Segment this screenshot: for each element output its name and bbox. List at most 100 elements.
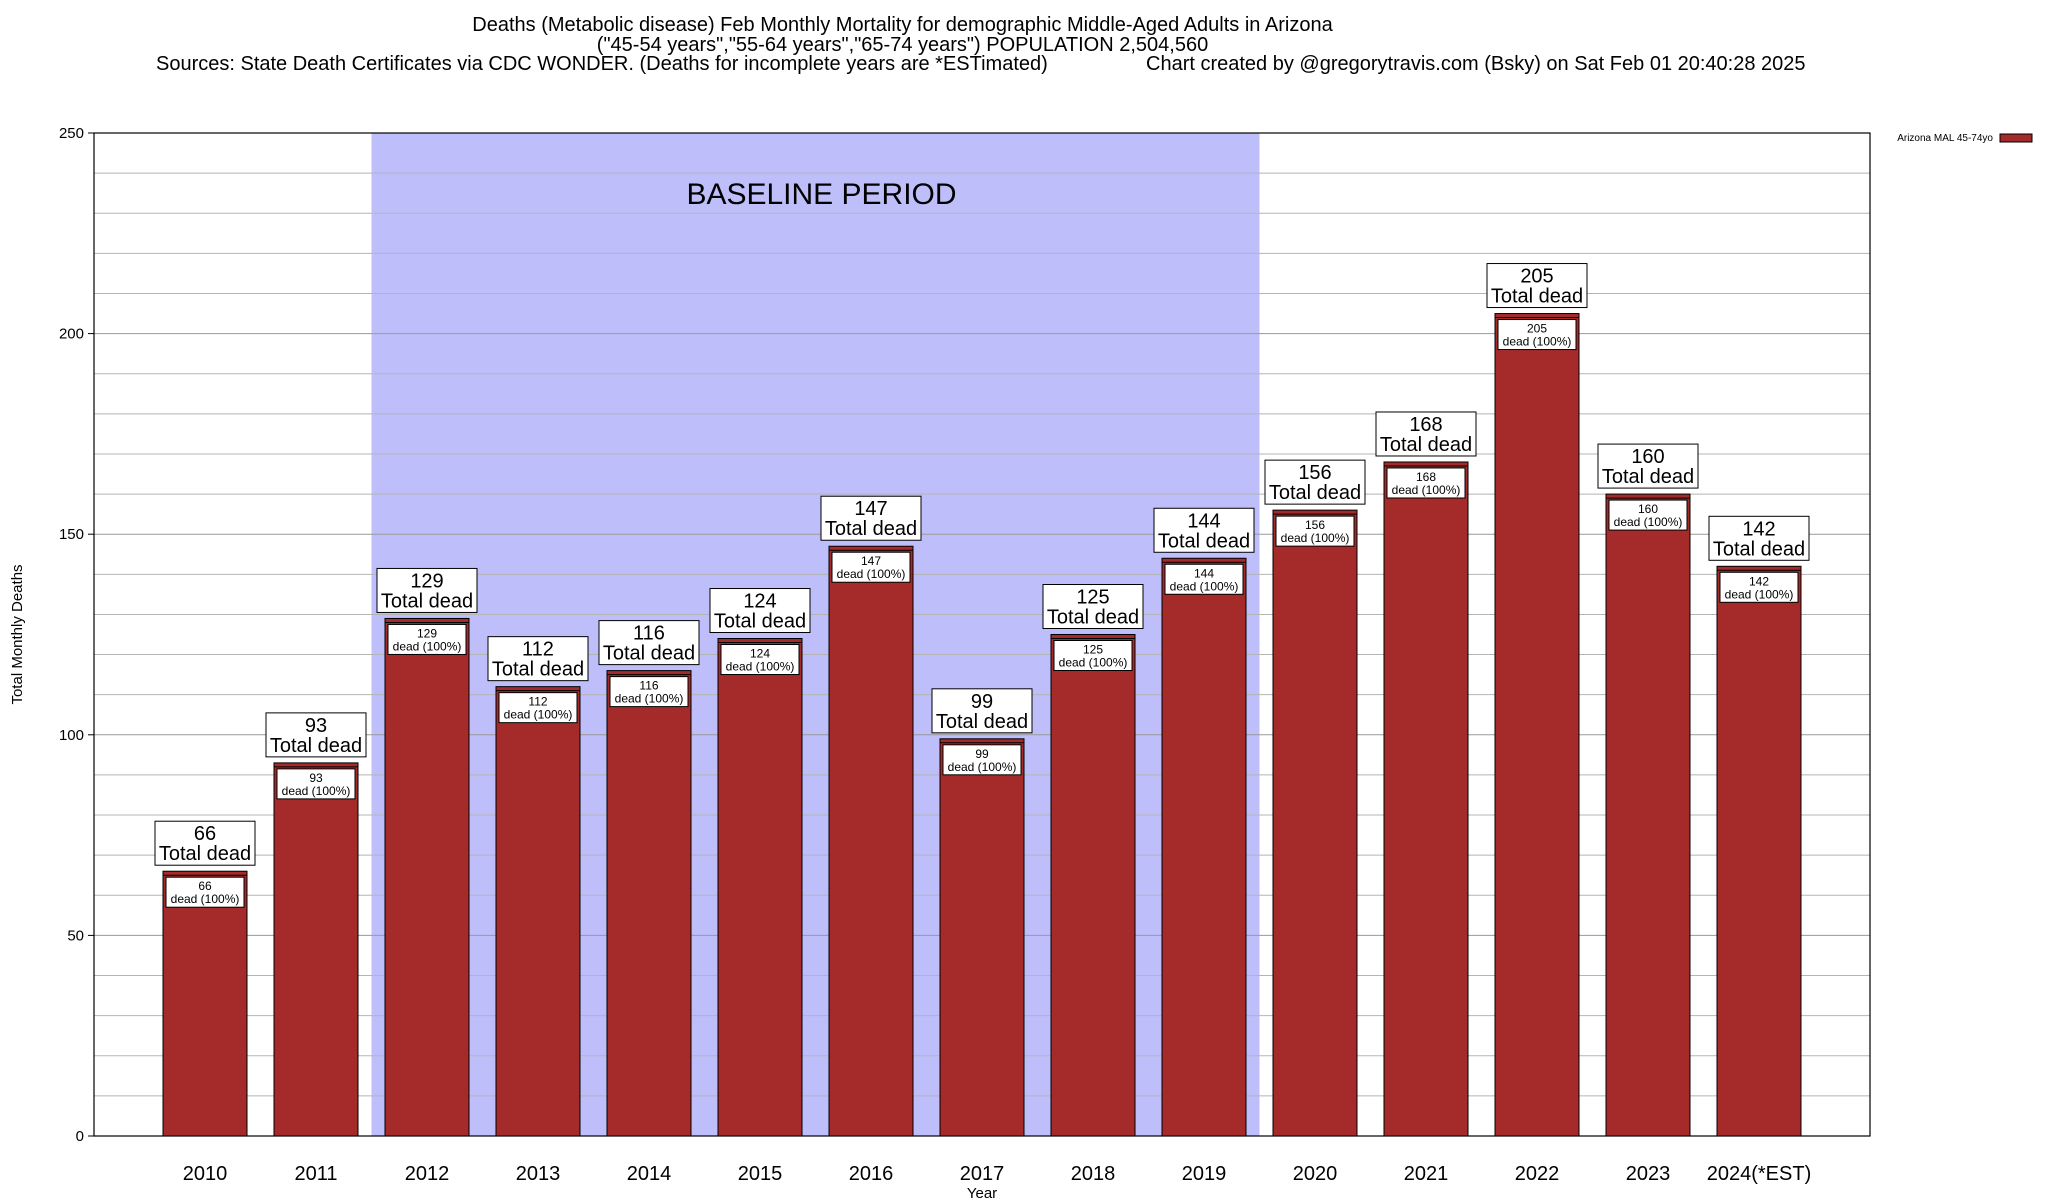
chart-title: Deaths (Metabolic disease) Feb Monthly M…: [472, 14, 1333, 36]
x-tick-label: 2018: [1071, 1163, 1116, 1185]
x-tick-label: 2011: [294, 1163, 337, 1185]
x-tick-label: 2019: [1182, 1163, 1227, 1185]
inner-label-box: [1719, 571, 1799, 603]
x-tick-label: 2013: [516, 1163, 561, 1185]
total-label-box: [1708, 515, 1810, 561]
y-tick-label: 100: [59, 727, 84, 744]
inner-value-label: 93: [309, 771, 323, 785]
inner-percent-label: dead (100%): [393, 639, 462, 653]
inner-label-box: [1053, 640, 1133, 671]
inner-percent-label: dead (100%): [1170, 579, 1239, 593]
inner-value-label: 125: [1083, 643, 1103, 657]
inner-label-box: [276, 768, 356, 800]
y-tick-label: 250: [59, 125, 84, 142]
x-tick-label: 2014: [627, 1163, 672, 1185]
total-value-label: 129: [410, 570, 443, 592]
x-tick-label: 2017: [960, 1163, 1005, 1185]
inner-value-label: 112: [528, 695, 547, 709]
x-tick-label: 2012: [405, 1163, 450, 1185]
inner-percent-label: dead (100%): [948, 760, 1017, 774]
bar: [1494, 313, 1580, 1137]
total-label-box: [487, 636, 589, 682]
bar: [495, 686, 581, 1137]
legend-label: Arizona MAL 45-74yo: [1897, 133, 1993, 144]
total-text-label: Total dead: [492, 659, 584, 681]
x-tick-label: 2010: [183, 1163, 228, 1185]
inner-label-box: [1497, 319, 1577, 351]
inner-label-box: [831, 551, 911, 583]
bar: [384, 617, 470, 1137]
total-label-box: [709, 588, 811, 634]
total-text-label: Total dead: [825, 518, 917, 540]
total-value-label: 156: [1298, 462, 1331, 484]
inner-percent-label: dead (100%): [1059, 656, 1128, 670]
inner-value-label: 99: [975, 747, 989, 761]
total-label-box: [1042, 584, 1144, 629]
chart-credit: Chart created by @gregorytravis.com (Bsk…: [1146, 53, 1806, 75]
inner-value-label: 168: [1416, 470, 1436, 484]
total-value-label: 116: [633, 623, 665, 645]
total-value-label: 66: [194, 823, 216, 845]
total-label-box: [1486, 263, 1588, 309]
inner-value-label: 160: [1638, 502, 1658, 516]
inner-percent-label: dead (100%): [615, 692, 684, 706]
total-value-label: 124: [743, 591, 776, 613]
total-label-box: [376, 567, 478, 613]
baseline-period-label: BASELINE PERIOD: [686, 178, 956, 211]
total-text-label: Total dead: [1491, 286, 1583, 308]
x-tick-label: 2024(*EST): [1707, 1163, 1812, 1185]
chart-sources: Sources: State Death Certificates via CD…: [156, 53, 1048, 75]
inner-value-label: 205: [1527, 322, 1547, 336]
x-tick-label: 2015: [738, 1163, 783, 1185]
inner-label-box: [498, 692, 578, 724]
total-text-label: Total dead: [1602, 466, 1694, 488]
total-label-box: [1375, 411, 1477, 457]
inner-value-label: 116: [639, 679, 658, 693]
inner-percent-label: dead (100%): [1281, 531, 1350, 545]
total-value-label: 112: [522, 639, 554, 661]
inner-percent-label: dead (100%): [726, 660, 795, 674]
bar: [273, 762, 359, 1137]
inner-percent-label: dead (100%): [504, 708, 573, 722]
inner-percent-label: dead (100%): [282, 784, 351, 798]
total-text-label: Total dead: [714, 611, 806, 633]
total-value-label: 125: [1076, 587, 1109, 609]
inner-label-box: [387, 623, 467, 655]
inner-percent-label: dead (100%): [1725, 587, 1794, 601]
inner-value-label: 156: [1305, 518, 1325, 532]
total-label-box: [1153, 507, 1255, 553]
inner-value-label: 129: [417, 626, 437, 640]
y-tick-label: 0: [76, 1128, 84, 1145]
bar: [1716, 565, 1802, 1137]
total-value-label: 147: [854, 498, 887, 520]
inner-value-label: 124: [750, 647, 770, 661]
total-text-label: Total dead: [603, 643, 695, 665]
total-value-label: 142: [1742, 518, 1775, 540]
inner-percent-label: dead (100%): [1503, 335, 1572, 349]
total-value-label: 160: [1631, 446, 1664, 468]
inner-label-box: [165, 876, 245, 908]
total-value-label: 205: [1520, 266, 1553, 288]
inner-label-box: [609, 676, 689, 708]
bar: [606, 670, 692, 1137]
total-value-label: 93: [305, 715, 327, 737]
total-text-label: Total dead: [270, 735, 362, 757]
total-text-label: Total dead: [1380, 434, 1472, 456]
bar: [1050, 634, 1136, 1137]
total-value-label: 144: [1187, 510, 1220, 532]
y-axis-label: Total Monthly Deaths: [9, 564, 26, 704]
bar: [1605, 493, 1691, 1137]
total-label-box: [154, 820, 256, 866]
y-tick-label: 150: [59, 526, 84, 543]
total-label-box: [820, 495, 922, 541]
total-text-label: Total dead: [1713, 538, 1805, 560]
inner-label-box: [1608, 499, 1688, 531]
inner-value-label: 147: [861, 554, 881, 568]
inner-value-label: 144: [1194, 566, 1214, 580]
total-label-box: [1597, 443, 1699, 489]
inner-label-box: [942, 744, 1022, 776]
total-text-label: Total dead: [1269, 482, 1361, 504]
bar: [1383, 461, 1469, 1137]
total-label-box: [598, 620, 700, 666]
inner-percent-label: dead (100%): [1614, 515, 1683, 529]
